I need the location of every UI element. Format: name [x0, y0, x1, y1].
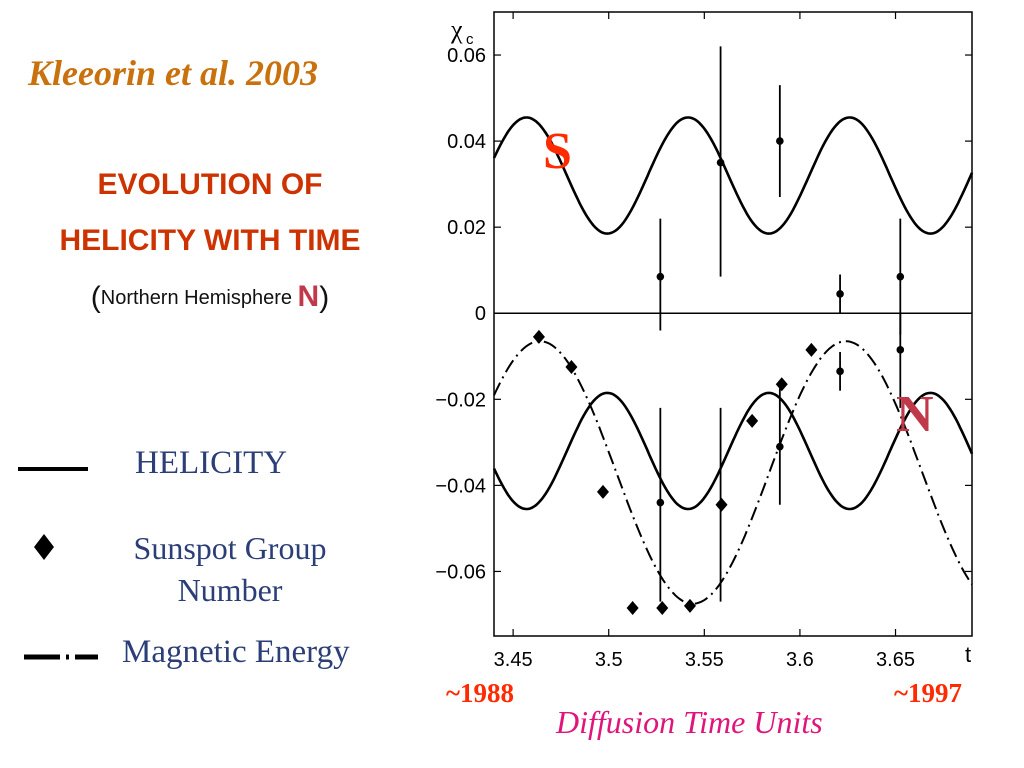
slide-title-line-1: EVOLUTION OF — [97, 168, 323, 201]
y-tick-label: 0.04 — [447, 131, 486, 153]
citation: Kleeorin et al. 2003 — [28, 53, 318, 93]
y-axis-label-subscript: c — [466, 31, 474, 48]
y-tick-label: 0 — [475, 303, 486, 325]
x-tick-label: 3.5 — [595, 649, 623, 671]
sunspot-point — [775, 377, 788, 392]
sunspot-point — [715, 497, 728, 512]
sunspot-point — [596, 484, 609, 499]
panel-label-north: N — [896, 386, 934, 443]
subtitle-open-paren: ( — [90, 281, 101, 314]
x-axis-label: t — [965, 642, 971, 667]
sunspot-point — [565, 360, 578, 375]
helicity-point — [776, 442, 784, 451]
slide-subtitle: (Northern Hemisphere N) — [0, 280, 420, 315]
subtitle-close-paren: ) — [319, 281, 330, 314]
legend-sunspot-label: Sunspot Group Number — [133, 530, 327, 608]
helicity-point — [836, 290, 844, 298]
legend-magnetic-label: Magnetic Energy — [122, 634, 350, 670]
panel-label-south: S — [543, 123, 572, 180]
subtitle-text: Northern Hemisphere — [100, 287, 298, 309]
year-end-label: ~1997 — [894, 678, 963, 708]
x-tick-label: 3.6 — [786, 649, 814, 671]
sunspot-point — [746, 413, 759, 428]
sunspot-point — [532, 329, 545, 344]
helicity-curve-south — [492, 116, 974, 235]
x-tick-label: 3.55 — [685, 649, 724, 671]
y-tick-label: −0.02 — [435, 389, 486, 411]
y-tick-label: −0.06 — [435, 561, 486, 583]
helicity-curve-north — [492, 391, 974, 511]
helicity-point — [836, 367, 844, 376]
plot-frame — [493, 11, 973, 637]
x-axis-caption: Diffusion Time Units — [556, 704, 823, 740]
sunspot-point — [683, 598, 696, 613]
sunspot-point — [656, 601, 669, 616]
year-start-label: ~1988 — [446, 678, 515, 708]
helicity-point — [896, 346, 905, 354]
helicity-point — [716, 158, 725, 167]
y-tick-label: −0.04 — [435, 475, 486, 497]
slide-title-line-2: HELICITY WITH TIME — [59, 224, 361, 257]
legend-helicity-label: HELICITY — [135, 445, 288, 481]
x-tick-label: 3.65 — [876, 649, 915, 671]
y-tick-label: 0.02 — [447, 217, 486, 239]
subtitle-hemisphere-letter: N — [297, 280, 320, 313]
x-tick-label: 3.45 — [494, 649, 533, 671]
helicity-point — [896, 272, 905, 281]
sunspot-point — [805, 342, 818, 357]
magnetic-energy-curve — [493, 340, 973, 605]
y-axis-label: χ — [450, 15, 463, 44]
helicity-point — [656, 272, 665, 281]
sunspot-point — [626, 601, 639, 616]
legend-sunspot-diamond-icon — [34, 534, 54, 560]
y-tick-label: 0.06 — [447, 45, 486, 67]
helicity-point — [776, 137, 784, 145]
helicity-point — [656, 498, 665, 507]
